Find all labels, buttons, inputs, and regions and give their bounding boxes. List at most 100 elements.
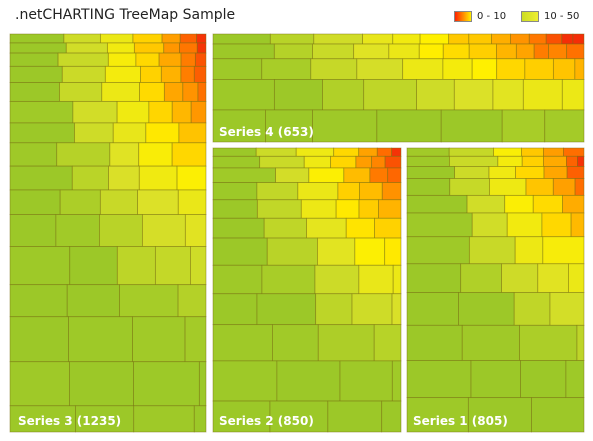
treemap-cell [269,33,315,45]
treemap-cell [381,400,402,433]
treemap-cell [565,360,585,399]
treemap-cell [337,182,360,201]
treemap-cell [9,165,73,191]
treemap-cell [358,147,378,157]
treemap-cell [59,82,103,102]
treemap-cell [179,33,197,44]
treemap-cell [212,400,271,433]
treemap-cell [158,52,182,67]
treemap-cell [145,122,180,144]
treemap-cell [406,292,459,326]
treemap-cell [9,122,75,144]
treemap-cell [212,182,258,201]
treemap-cell [57,52,109,67]
treemap-cell [312,109,378,143]
treemap-cell [406,236,470,265]
treemap-cell [212,147,257,157]
treemap-cell [310,58,358,80]
treemap-cell [9,33,65,44]
treemap-cell [273,79,323,111]
treemap-cell [552,178,576,196]
treemap-cell [109,142,140,167]
treemap-cell [176,165,207,191]
treemap-cell [133,42,165,54]
legend-swatch-icon [454,10,472,22]
treemap-cell [449,178,490,196]
treemap-cell [406,194,468,214]
treemap-cell [196,33,207,44]
treemap-cell [510,33,530,45]
treemap-cell [72,100,118,124]
treemap-cell [492,79,524,111]
treemap-cell [141,214,186,247]
series-label-1: Series 1 (805) [413,414,508,428]
treemap-cell [295,147,335,157]
chart-title: .netCHARTING TreeMap Sample [15,7,236,23]
treemap-cell [562,194,585,214]
treemap-cell [177,284,207,318]
treemap-cell [56,142,111,167]
treemap-cell [561,33,574,45]
treemap-cell [543,155,567,167]
treemap-cell [138,142,173,167]
treemap-cell [212,167,276,183]
treemap-cell [154,246,191,286]
treemap-cell [59,189,101,215]
treemap-cell [140,65,162,83]
treemap-cell [312,43,355,60]
treemap-cell [419,33,450,45]
treemap-cell [9,246,71,286]
treemap-cell [374,217,402,239]
treemap-cell [256,293,317,326]
treemap-cell [471,58,498,80]
treemap-cell [330,155,357,169]
treemap-cell [468,43,497,60]
treemap-cell [178,122,207,144]
treemap-cell [504,194,534,214]
treemap-cell [116,100,150,124]
treemap-cell [501,109,546,143]
treemap-cell [9,42,67,54]
treemap-cell [460,263,502,293]
treemap-cell [488,166,516,179]
treemap-cell [148,100,173,124]
treemap-cell [69,361,134,407]
treemap-cell [171,100,192,124]
treemap-cell [406,178,451,196]
treemap-cell [376,109,442,143]
treemap-cell [297,182,339,201]
treemap-cell [212,155,261,169]
treemap-cell [392,33,421,45]
treemap-cell [493,147,522,157]
treemap-cell [65,42,108,54]
treemap-cell [256,199,302,219]
treemap-cell [515,166,545,179]
treemap-cell [256,182,299,201]
treemap-cell [531,397,585,433]
treemap-cell [358,199,379,219]
treemap-cell [468,236,516,265]
treemap-cell [358,264,394,295]
treemap-cell [212,79,275,111]
legend-item-10-50: 10 - 50 [521,9,579,23]
treemap-cell [315,293,353,326]
treemap-cell [515,43,535,60]
treemap-cell [9,316,69,363]
treemap-cell [520,360,567,399]
treemap-cell [343,167,371,183]
treemap-cell [261,58,312,80]
treemap-cell [300,199,337,219]
treemap-cell [101,82,140,102]
treemap-cell [160,65,182,83]
treemap-cell [266,237,318,266]
treemap-cell [99,214,143,247]
treemap-cell [525,178,554,196]
treemap-cell [402,58,444,80]
treemap-cell [406,263,462,293]
treemap-cell [180,65,195,83]
treemap-cell [263,217,307,239]
treemap-cell [269,400,329,433]
treemap-cell [308,167,345,183]
treemap-cell [74,122,114,144]
treemap-cell [212,43,275,60]
